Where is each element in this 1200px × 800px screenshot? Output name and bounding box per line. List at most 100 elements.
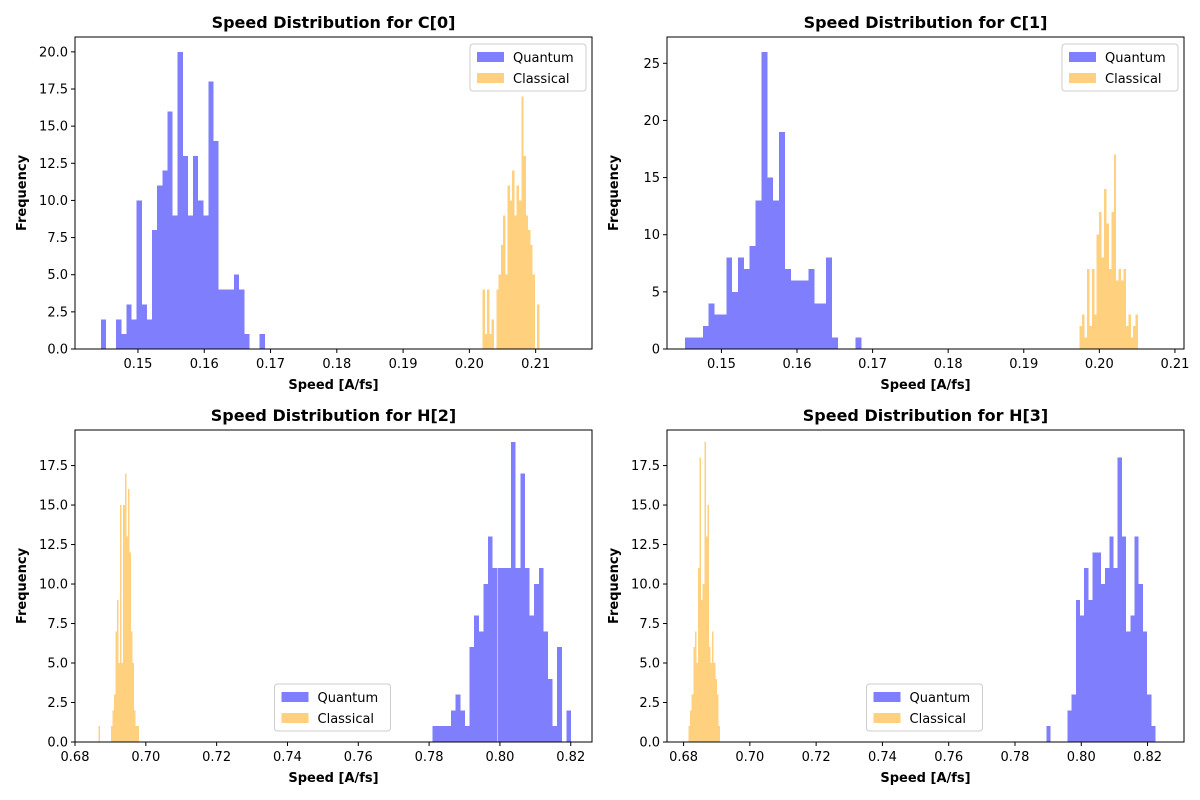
bar-quantum (784, 269, 791, 349)
bar-classical (98, 726, 100, 742)
legend-swatch-quantum (873, 692, 901, 702)
bar-quantum (455, 694, 461, 742)
bar-classical (121, 663, 124, 742)
bar-quantum (244, 334, 250, 349)
bar-quantum (446, 726, 452, 742)
bar-classical (696, 663, 698, 742)
bar-quantum (720, 314, 727, 349)
bar-quantum (529, 615, 535, 742)
bar-quantum (1046, 726, 1051, 742)
chart-title: Speed Distribution for C[1] (804, 13, 1048, 32)
x-tick-label: 0.70 (131, 750, 160, 765)
bar-quantum (1080, 615, 1085, 742)
bar-quantum (451, 710, 456, 742)
bar-classical (1113, 154, 1117, 349)
legend-label-classical: Classical (513, 72, 570, 87)
legend: Quantum Classical (1061, 43, 1179, 92)
y-tick-label: 7.5 (47, 617, 68, 632)
bar-quantum (1142, 631, 1148, 742)
bar-classical (1094, 314, 1097, 349)
y-tick-label: 2.5 (639, 696, 660, 711)
bar-classical (701, 599, 703, 742)
bar-quantum (855, 337, 862, 349)
legend-swatch-quantum (477, 52, 504, 62)
bar-classical (134, 710, 136, 742)
x-tick-label: 0.82 (556, 750, 585, 765)
bar-classical (137, 726, 139, 742)
legend-label-classical: Classical (910, 712, 967, 727)
bar-classical (688, 726, 691, 742)
bar-classical (123, 505, 125, 742)
bar-classical (715, 678, 717, 742)
bar-quantum (1151, 726, 1156, 742)
bar-quantum (543, 631, 548, 742)
y-tick-label: 5.0 (47, 657, 68, 672)
bar-quantum (802, 280, 809, 349)
bar-quantum (441, 726, 447, 742)
x-tick-label: 0.16 (783, 357, 812, 372)
y-tick-label: 10.0 (39, 194, 68, 209)
bar-quantum (826, 257, 832, 349)
chart-title: Speed Distribution for C[0] (212, 13, 456, 32)
bar-quantum (213, 141, 219, 349)
x-axis-label: Speed [A/fs] (880, 378, 970, 393)
bar-quantum (696, 337, 703, 349)
series-classical (688, 441, 721, 742)
bar-classical (1121, 280, 1124, 349)
series-quantum (1046, 457, 1156, 742)
bar-classical (1111, 211, 1114, 349)
y-tick-label: 20.0 (39, 45, 68, 60)
bar-classical (509, 200, 513, 349)
bar-quantum (501, 568, 507, 742)
bar-quantum (1113, 568, 1118, 742)
bar-quantum (566, 710, 572, 742)
legend: Quantum Classical (866, 683, 983, 732)
bar-quantum (1096, 552, 1101, 742)
bar-quantum (239, 289, 245, 349)
bar-quantum (767, 177, 774, 349)
x-tick-label: 0.15 (707, 357, 736, 372)
bar-quantum (702, 326, 709, 349)
bar-classical (690, 710, 692, 742)
x-tick-label: 0.20 (455, 357, 484, 372)
bar-classical (1101, 257, 1105, 349)
bar-quantum (437, 726, 442, 742)
bar-quantum (492, 568, 498, 742)
bar-quantum (469, 647, 475, 742)
bar-quantum (1109, 536, 1114, 742)
y-tick-label: 17.5 (39, 459, 68, 474)
y-tick-label: 15.0 (39, 499, 68, 514)
bar-classical (113, 694, 116, 742)
y-tick-label: 15 (643, 171, 660, 186)
x-tick-label: 0.70 (735, 750, 764, 765)
panel-3: 0.68 0.70 0.72 0.74 0.76 0.78 0.80 0.82 0.0 2.5 5.… (607, 406, 1185, 786)
bar-quantum (1147, 694, 1152, 742)
bar-classical (115, 631, 118, 742)
y-tick-label: 10 (643, 228, 660, 243)
chart-title: Speed Distribution for H[2] (211, 406, 457, 425)
y-tick-label: 7.5 (639, 617, 660, 632)
bar-quantum (234, 274, 240, 349)
series-quantum (432, 441, 572, 742)
bar-quantum (460, 710, 465, 742)
legend-swatch-quantum (1069, 52, 1096, 62)
bar-classical (514, 215, 517, 349)
bar-classical (505, 274, 508, 349)
y-tick-label: 0.0 (639, 736, 660, 751)
bar-quantum (1121, 536, 1127, 742)
bar-quantum (483, 584, 489, 742)
y-tick-label: 2.5 (47, 305, 68, 320)
axes-frame (666, 429, 1185, 743)
bar-quantum (1105, 568, 1110, 742)
bar-quantum (534, 584, 539, 742)
series-classical (482, 96, 540, 350)
x-tick-label: 0.82 (1133, 750, 1162, 765)
bar-quantum (478, 631, 484, 742)
bar-classical (537, 304, 540, 349)
legend-label-quantum: Quantum (513, 51, 574, 66)
y-tick-label: 15.0 (39, 120, 68, 135)
bar-classical (712, 631, 714, 742)
bar-classical (127, 489, 130, 742)
bar-quantum (141, 304, 147, 349)
y-tick-label: 2.5 (47, 696, 68, 711)
